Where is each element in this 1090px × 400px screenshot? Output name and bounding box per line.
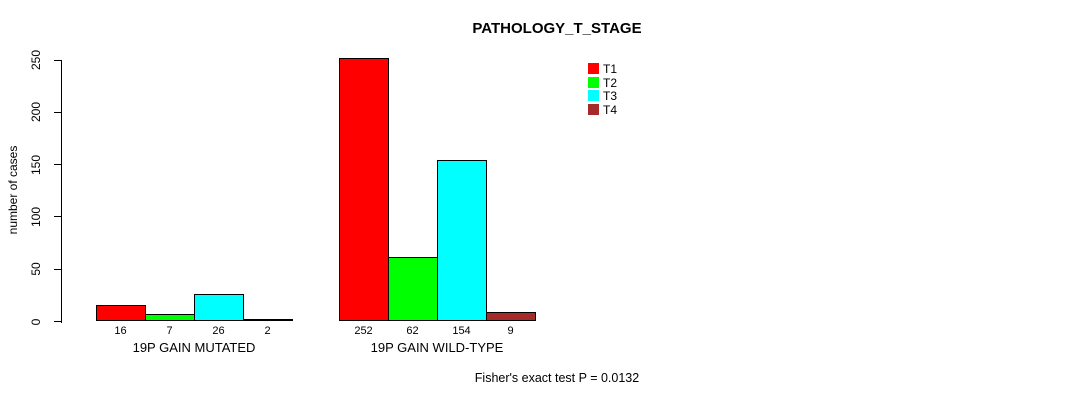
bar-t2-wild-type [388,256,438,322]
y-axis-tick [53,111,61,113]
bar-value-label: 16 [114,325,127,337]
y-axis-tick [53,268,61,270]
y-axis-tick-label: 0 [29,318,43,325]
legend-swatch-t4 [588,103,599,115]
y-axis-tick [53,321,61,322]
legend-label-t4: T4 [603,102,618,117]
bar-t1-mutated [96,304,146,322]
bar-value-label: 2 [264,325,271,337]
legend-swatch-t2 [588,76,599,88]
y-axis-tick [53,216,61,218]
chart-title: PATHOLOGY_T_STAGE [472,20,642,37]
bar-t4-mutated [243,319,293,322]
legend-label-t3: T3 [603,89,618,103]
legend-swatch-t3 [588,90,599,101]
legend-label-t2: T2 [603,75,618,90]
group-label: 19P GAIN MUTATED [132,340,256,355]
y-axis-tick-label: 150 [29,154,43,175]
legend-swatch-t1 [588,63,599,74]
legend-label-t1: T1 [603,62,618,76]
bar-value-label: 9 [507,325,514,337]
y-axis-tick [53,59,61,61]
bar-value-label: 7 [166,325,173,337]
y-axis-tick-label: 50 [29,262,43,276]
y-axis-tick-label: 250 [29,49,43,71]
bar-value-label: 26 [212,325,225,337]
bar-t2-mutated [145,314,195,322]
y-axis-label: number of cases [6,145,20,235]
y-axis-tick [53,164,61,166]
bar-t3-wild-type [437,160,487,322]
bar-t4-wild-type [486,312,536,322]
bar-t1-wild-type [339,57,389,322]
bar-value-label: 62 [406,325,419,337]
y-axis-line [60,60,62,323]
bar-value-label: 252 [354,325,373,337]
y-axis-tick-label: 200 [29,102,43,123]
group-label: 19P GAIN WILD-TYPE [370,340,504,355]
fisher-test-annotation: Fisher's exact test P = 0.0132 [474,371,640,385]
y-axis-tick-label: 100 [29,206,43,227]
bar-t3-mutated [194,294,244,322]
bar-value-label: 154 [452,325,471,337]
